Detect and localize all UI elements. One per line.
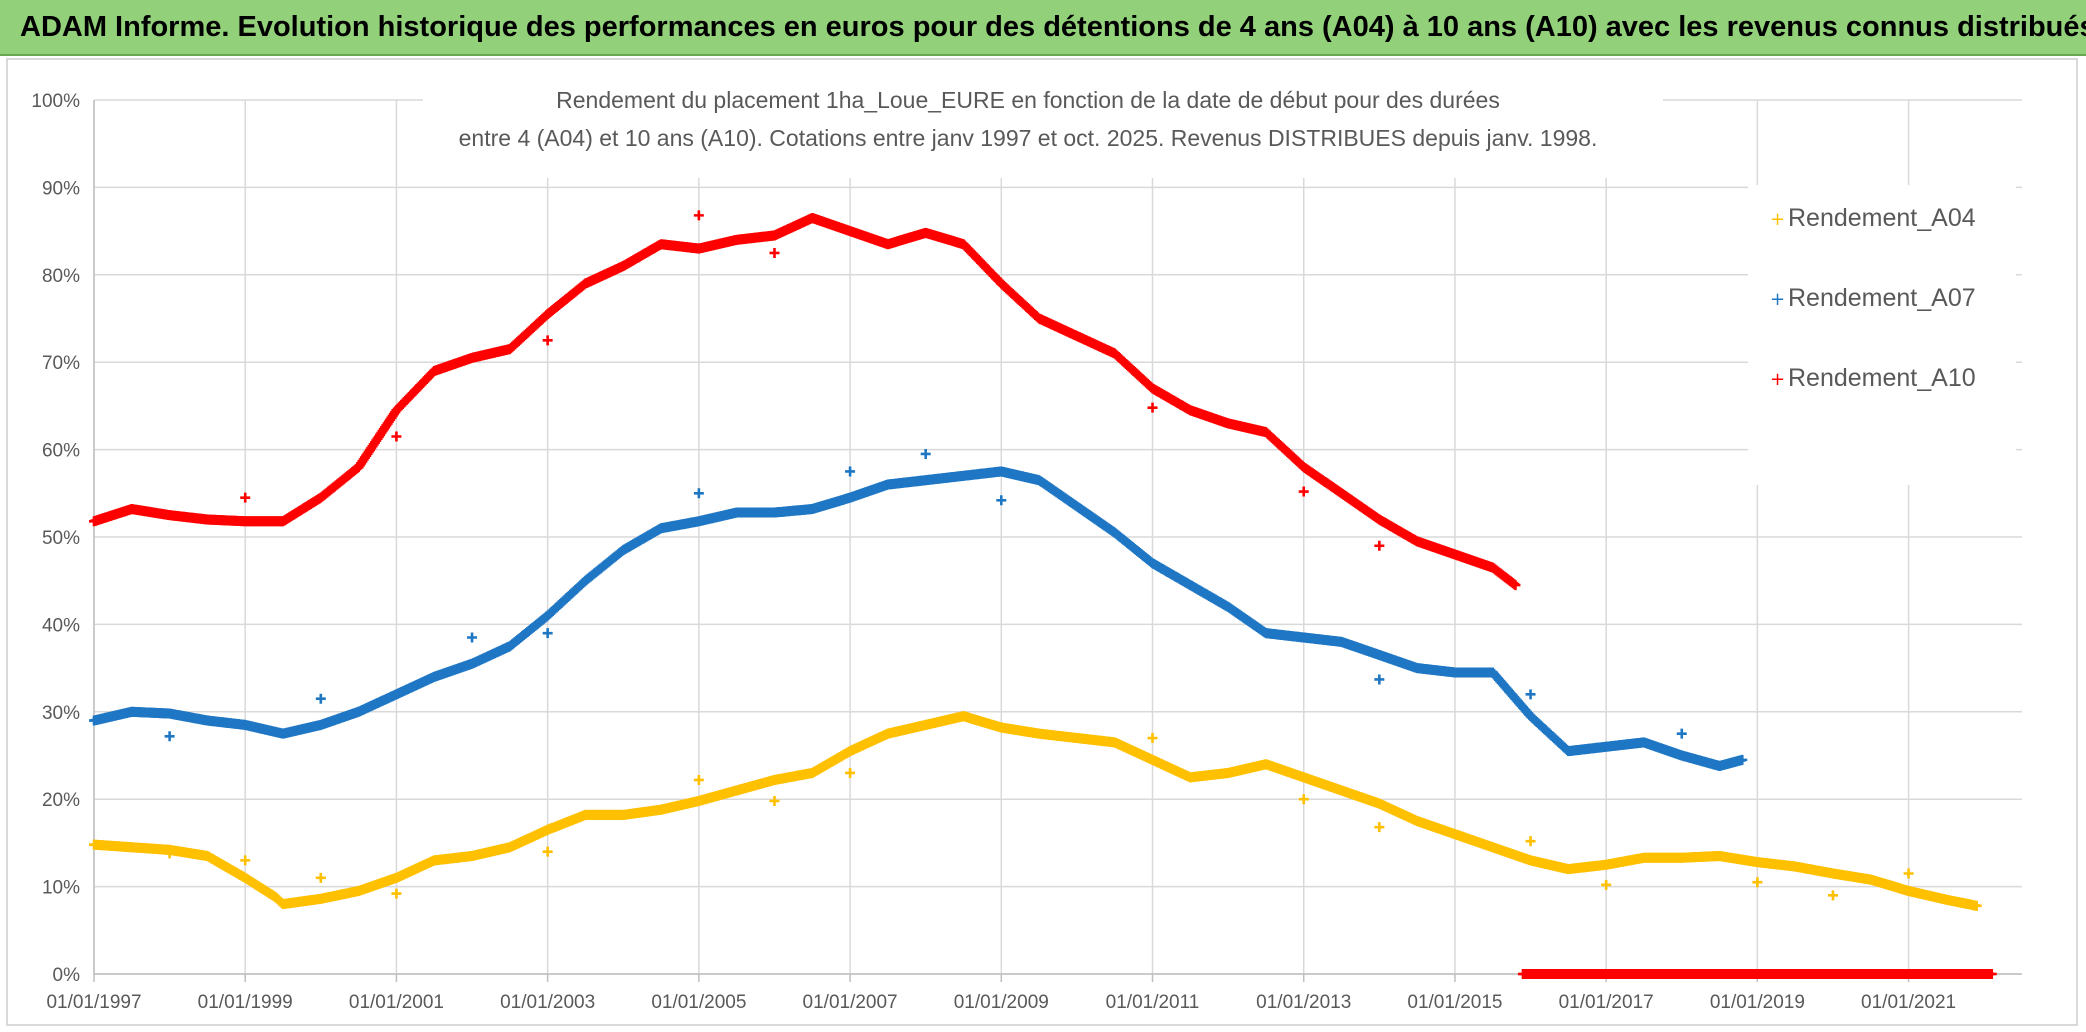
data-point-outlier <box>542 846 553 857</box>
series-rendement-a04 <box>89 711 1982 911</box>
legend-marker-a10: + <box>1770 369 1785 390</box>
x-tick-label: 01/01/2017 <box>1559 992 1654 1013</box>
series-rendement-a07 <box>89 448 1748 771</box>
report-header: ADAM Informe. Evolution historique des p… <box>0 0 2086 56</box>
data-point-outlier <box>1525 689 1536 700</box>
x-tick-label: 01/01/2001 <box>349 992 444 1013</box>
data-point-outlier <box>769 247 780 258</box>
y-tick-label: 30% <box>42 703 80 724</box>
legend-label-a10: Rendement_A10 <box>1788 364 1976 392</box>
data-point-outlier <box>315 872 326 883</box>
data-point <box>1510 580 1521 591</box>
data-point-outlier <box>996 495 1007 506</box>
x-tick-label: 01/01/2009 <box>954 992 1049 1013</box>
data-point-outlier <box>391 431 402 442</box>
data-point-outlier <box>1147 733 1158 744</box>
data-point-outlier <box>1374 674 1385 685</box>
data-point-outlier <box>920 448 931 459</box>
x-tick-label: 01/01/2015 <box>1407 992 1502 1013</box>
y-tick-label: 60% <box>42 441 80 462</box>
data-point-outlier <box>240 855 251 866</box>
data-point-outlier <box>1827 890 1838 901</box>
legend-marker-a04: + <box>1770 209 1785 230</box>
chart-title-line-2: entre 4 (A04) et 10 ans (A10). Cotations… <box>459 125 1598 151</box>
legend-label-a04: Rendement_A04 <box>1788 204 1976 232</box>
data-point-outlier <box>164 848 175 859</box>
data-point-outlier <box>1147 402 1158 413</box>
series-layer <box>89 210 1997 979</box>
chart-title-line-1: Rendement du placement 1ha_Loue_EURE en … <box>556 87 1500 113</box>
data-point-outlier <box>1676 728 1687 739</box>
y-tick-label: 20% <box>42 790 80 811</box>
x-tick-label: 01/01/2007 <box>803 992 898 1013</box>
data-point-outlier <box>693 210 704 221</box>
data-point-outlier <box>845 466 856 477</box>
chart-svg: 0% 10% 20% 30% 40% 50% 60% 70% 80% 90% 100% 01/01/1… <box>31 70 2022 1013</box>
y-tick-label: 0% <box>53 965 81 986</box>
legend-item-a10: + Rendement_A10 <box>1770 364 1976 392</box>
chart-frame: 0% 10% 20% 30% 40% 50% 60% 70% 80% 90% 100% 01/01/1… <box>6 58 2078 1026</box>
data-point-outlier <box>1374 540 1385 551</box>
y-tick-label: 10% <box>42 878 80 899</box>
data-point-outlier <box>769 795 780 806</box>
data-point-outlier <box>845 767 856 778</box>
data-point-outlier <box>164 731 175 742</box>
data-point-outlier <box>542 335 553 346</box>
data-point-outlier <box>467 632 478 643</box>
legend-item-a04: + Rendement_A04 <box>1770 204 1976 232</box>
data-point-outlier <box>1525 836 1536 847</box>
data-point-outlier <box>240 492 251 503</box>
x-tick-label: 01/01/2003 <box>500 992 595 1013</box>
data-point-outlier <box>1601 879 1612 890</box>
data-point-outlier <box>693 488 704 499</box>
data-point-outlier <box>1903 868 1914 879</box>
y-tick-label: 80% <box>42 266 80 287</box>
data-point-outlier <box>315 693 326 704</box>
data-point-zero <box>1986 969 1997 979</box>
x-tick-label: 01/01/1997 <box>46 992 141 1013</box>
data-point-outlier <box>542 628 553 639</box>
legend-marker-a07: + <box>1770 289 1785 310</box>
data-point <box>1737 754 1748 765</box>
axis-layer: 0% 10% 20% 30% 40% 50% 60% 70% 80% 90% 100% 01/01/1… <box>31 91 2022 1013</box>
x-tick-label: 01/01/2021 <box>1861 992 1956 1013</box>
report-title: ADAM Informe. Evolution historique des p… <box>20 10 2086 43</box>
x-tick-label: 01/01/1999 <box>198 992 293 1013</box>
x-tick-label: 01/01/2011 <box>1106 992 1200 1013</box>
data-point-outlier <box>1298 486 1309 497</box>
data-point-outlier <box>1752 877 1763 888</box>
data-point <box>1971 900 1982 911</box>
x-tick-label: 01/01/2013 <box>1256 992 1351 1013</box>
y-tick-label: 40% <box>42 615 80 636</box>
legend-item-a07: + Rendement_A07 <box>1770 284 1976 312</box>
y-tick-label: 70% <box>42 353 80 374</box>
data-point-outlier <box>693 774 704 785</box>
x-tick-label: 01/01/2005 <box>651 992 746 1013</box>
series-rendement-a10 <box>89 210 1997 979</box>
y-tick-label: 90% <box>42 178 80 199</box>
data-point-outlier <box>391 888 402 899</box>
chart-title-box <box>423 70 1663 178</box>
data-point-outlier <box>1298 794 1309 805</box>
data-point-outlier <box>1374 822 1385 833</box>
y-tick-label: 50% <box>42 528 80 549</box>
x-tick-label: 01/01/2019 <box>1710 992 1805 1013</box>
legend-label-a07: Rendement_A07 <box>1788 284 1976 312</box>
y-tick-label: 100% <box>31 91 80 112</box>
legend-box <box>1748 185 2016 485</box>
